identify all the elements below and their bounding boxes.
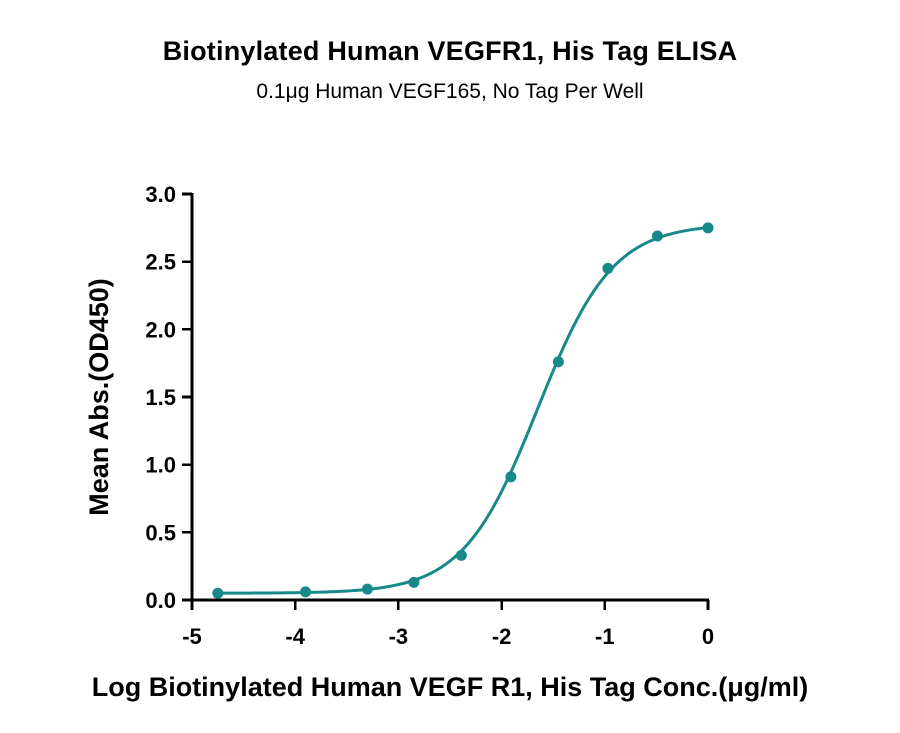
data-points [212, 222, 714, 599]
data-point [361, 583, 373, 595]
x-tick-label: -4 [285, 624, 305, 649]
y-tick-label: 0.5 [145, 520, 176, 545]
data-point [212, 587, 224, 599]
fit-curve [216, 226, 710, 595]
x-tick-label: -3 [389, 624, 409, 649]
y-tick-label: 2.0 [145, 317, 176, 342]
chart-subtitle: 0.1μg Human VEGF165, No Tag Per Well [256, 80, 644, 103]
data-point [408, 576, 420, 588]
x-tick-label: -2 [492, 624, 512, 649]
data-point [300, 586, 312, 598]
data-point [505, 471, 517, 483]
y-tick-label: 0.0 [145, 588, 176, 613]
x-tick-label: -5 [182, 624, 202, 649]
y-tick-label: 3.0 [145, 182, 176, 207]
data-point [455, 549, 467, 561]
y-axis-title: Mean Abs.(OD450) [84, 278, 114, 516]
x-tick-label: -1 [595, 624, 615, 649]
y-tick-label: 2.5 [145, 250, 176, 275]
data-point [602, 262, 614, 274]
x-ticks: -5 -4 -3 -2 -1 0 [182, 600, 714, 649]
chart-title: Biotinylated Human VEGFR1, His Tag ELISA [162, 36, 738, 66]
y-ticks: 0.0 0.5 1.0 1.5 2.0 2.5 3.0 [145, 182, 192, 613]
data-point [552, 356, 564, 368]
axes [190, 193, 709, 602]
y-tick-label: 1.5 [145, 385, 176, 410]
x-axis-title: Log Biotinylated Human VEGF R1, His Tag … [92, 672, 809, 702]
data-point [702, 222, 714, 234]
x-tick-label: 0 [702, 624, 714, 649]
data-point [651, 230, 663, 242]
y-tick-label: 1.0 [145, 453, 176, 478]
